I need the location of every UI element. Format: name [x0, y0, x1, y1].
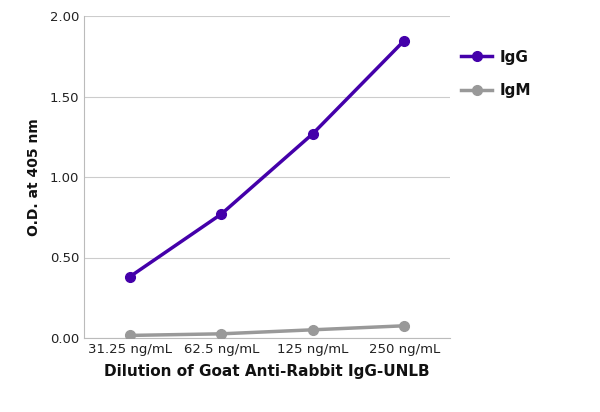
IgM	[126, 333, 133, 338]
IgG	[126, 274, 133, 279]
X-axis label: Dilution of Goat Anti-Rabbit IgG-UNLB: Dilution of Goat Anti-Rabbit IgG-UNLB	[104, 364, 430, 379]
IgM	[309, 328, 316, 332]
IgG	[218, 212, 225, 217]
IgM	[218, 331, 225, 336]
Y-axis label: O.D. at 405 nm: O.D. at 405 nm	[28, 118, 41, 236]
IgG	[401, 38, 408, 43]
Line: IgG: IgG	[125, 36, 409, 282]
IgM	[401, 323, 408, 328]
Line: IgM: IgM	[125, 321, 409, 340]
IgG	[309, 131, 316, 136]
Legend: IgG, IgM: IgG, IgM	[461, 50, 531, 98]
